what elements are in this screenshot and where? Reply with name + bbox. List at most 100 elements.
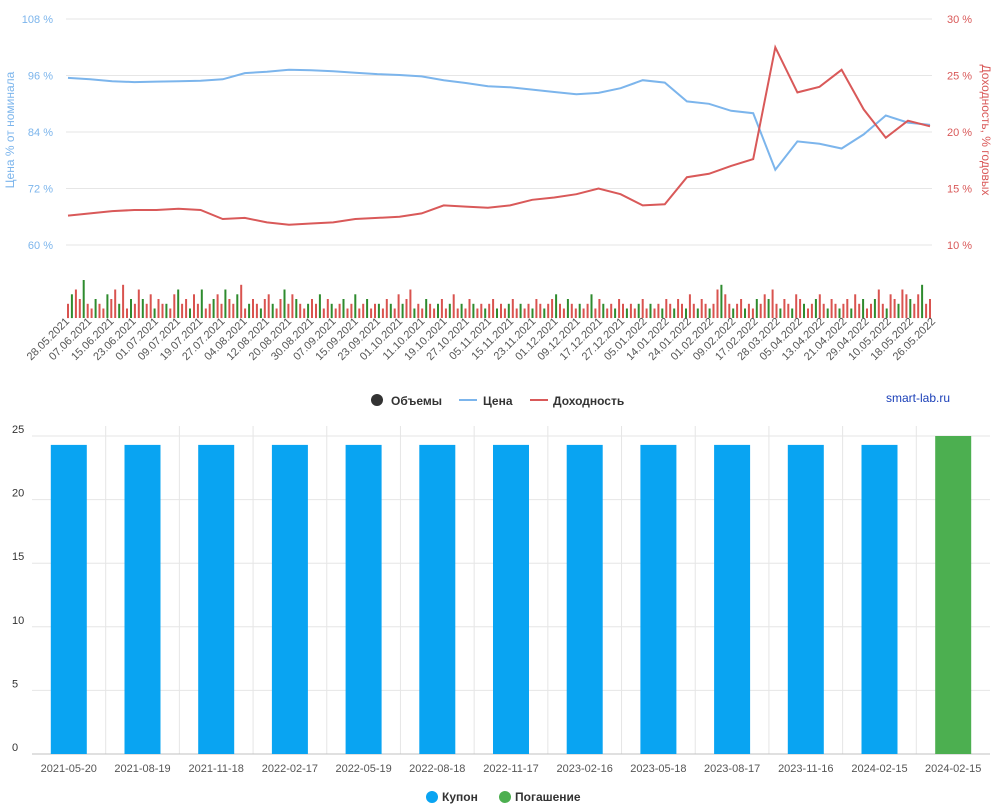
volume-bar — [633, 308, 636, 318]
credit-link[interactable]: smart-lab.ru — [886, 391, 950, 405]
volume-bar — [925, 303, 928, 319]
volume-bar — [799, 299, 802, 318]
volume-bar — [307, 303, 310, 319]
volume-bar — [118, 303, 121, 319]
coupon-bar — [271, 444, 308, 754]
volume-bar — [122, 284, 125, 319]
legend-yield-label: Доходность — [553, 394, 624, 408]
coupon-tick-label: 5 — [12, 678, 18, 690]
coupon-date-label: 2021-05-20 — [41, 763, 97, 775]
volume-bar — [767, 299, 770, 318]
volume-bar — [409, 289, 412, 318]
volume-bar — [334, 308, 337, 318]
redemption-bar — [935, 436, 972, 754]
coupon-date-label: 2023-08-17 — [704, 763, 760, 775]
volume-bar — [830, 299, 833, 318]
volume-bar — [677, 299, 680, 318]
volume-bar — [716, 289, 719, 318]
volume-bar — [751, 308, 754, 318]
volume-bar — [496, 308, 498, 318]
volume-bar — [263, 299, 266, 318]
volume-bar — [228, 299, 231, 318]
volume-bar — [440, 299, 443, 318]
volume-bar — [255, 303, 258, 319]
top-grid — [66, 18, 932, 246]
coupon-tick-label: 0 — [12, 742, 18, 754]
volume-bar — [645, 308, 648, 318]
volume-bar — [90, 308, 93, 318]
volume-bar — [547, 303, 550, 319]
volume-bar — [94, 299, 97, 318]
volume-bar — [484, 308, 487, 318]
legend-item-yield[interactable]: Доходность — [530, 394, 624, 408]
yield-tick-label: 25 % — [947, 71, 972, 83]
volume-bar — [460, 303, 463, 319]
volume-bar — [480, 303, 483, 319]
volume-bar — [240, 284, 243, 319]
volume-bar — [929, 299, 931, 318]
volume-bar — [641, 299, 644, 318]
coupon-bar — [50, 444, 87, 754]
coupon-bar — [124, 444, 161, 754]
price-axis-ticks: 108 % 96 % 84 % 72 % 60 % — [22, 14, 53, 252]
coupon-tick-label: 15 — [12, 551, 24, 563]
legend-item-volumes[interactable]: Объемы — [371, 394, 442, 408]
volume-bar — [759, 303, 762, 319]
volume-bar — [244, 308, 247, 318]
volume-bar — [740, 299, 743, 318]
volume-bar — [492, 299, 495, 318]
price-axis-title: Цена % от номинала — [3, 71, 17, 188]
price-tick-label: 60 % — [28, 240, 53, 252]
volume-bar — [905, 294, 908, 319]
volume-bar — [476, 308, 479, 318]
price-tick-label: 72 % — [28, 184, 53, 196]
legend-coupon-marker — [426, 791, 438, 803]
volume-bar — [370, 308, 373, 318]
volume-bar — [82, 280, 85, 318]
volume-bar — [464, 308, 467, 318]
legend-item-price[interactable]: Цена — [459, 394, 513, 408]
volume-bar — [539, 303, 542, 319]
volume-bar — [665, 299, 668, 318]
volume-bar — [236, 294, 239, 319]
legend-item-coupon[interactable]: Купон — [426, 790, 478, 804]
volume-bar — [866, 308, 868, 318]
volume-bar — [326, 299, 329, 318]
volume-bar — [338, 303, 341, 319]
legend-coupon-label: Купон — [442, 790, 478, 804]
volume-bar — [720, 284, 723, 319]
price-yield-chart: 108 % 96 % 84 % 72 % 60 % 30 % 25 % 20 % 15 % 10… — [3, 14, 993, 408]
legend-item-redemption[interactable]: Погашение — [499, 790, 581, 804]
volume-bar — [838, 308, 841, 318]
volume-bar — [842, 303, 845, 319]
volume-bar — [181, 303, 184, 319]
volume-bar — [881, 303, 884, 319]
volume-bar — [673, 308, 676, 318]
volume-bar — [559, 303, 561, 319]
volume-bar — [102, 308, 105, 318]
coupon-bar — [198, 444, 235, 754]
volume-bar — [543, 308, 546, 318]
legend-volumes-marker — [371, 394, 383, 406]
price-tick-label: 108 % — [22, 14, 53, 26]
volume-bar — [625, 308, 628, 318]
volume-bar — [877, 289, 880, 318]
volume-bar — [704, 303, 707, 319]
volume-bar — [401, 303, 404, 319]
volume-bar — [578, 303, 581, 319]
volume-bar — [649, 303, 652, 319]
volume-bar — [98, 303, 101, 319]
volume-bar — [259, 308, 262, 318]
volume-bar — [330, 303, 333, 319]
volume-bar — [267, 294, 270, 319]
volume-bar — [917, 294, 920, 319]
yield-series-line — [67, 44, 931, 226]
volume-bar — [897, 303, 900, 319]
volume-bar — [67, 303, 69, 319]
volume-bar — [374, 303, 376, 319]
volume-bar — [413, 308, 416, 318]
volume-bar — [271, 303, 274, 319]
volume-bar — [787, 303, 790, 319]
volume-bar — [724, 294, 727, 319]
